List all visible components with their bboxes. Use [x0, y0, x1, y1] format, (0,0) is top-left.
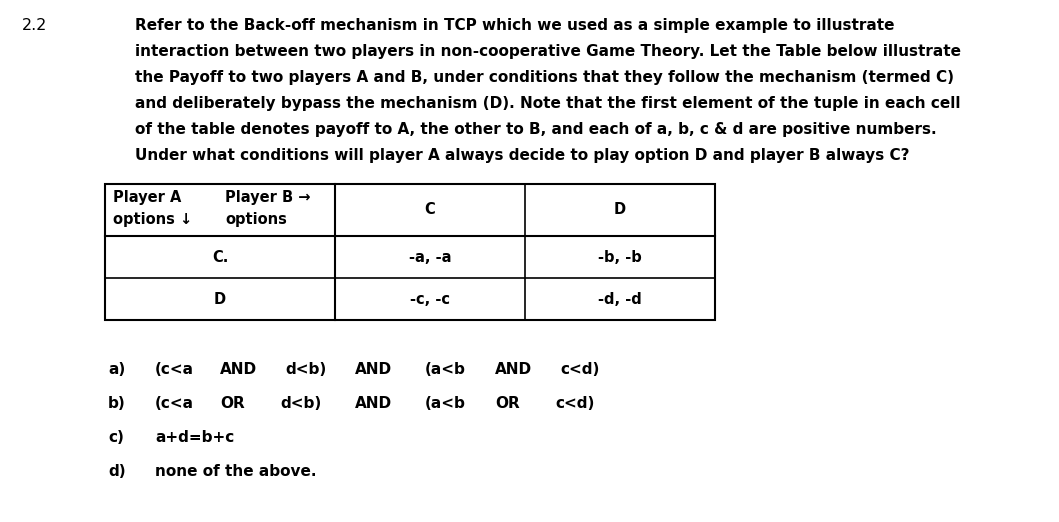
- Text: D: D: [614, 203, 626, 218]
- Text: interaction between two players in non-cooperative Game Theory. Let the Table be: interaction between two players in non-c…: [134, 44, 961, 59]
- Text: C.: C.: [212, 250, 228, 265]
- Text: of the table denotes payoff to A, the other to B, and each of a, b, c & d are po: of the table denotes payoff to A, the ot…: [134, 122, 936, 137]
- Text: d<b): d<b): [285, 362, 326, 377]
- Text: -c, -c: -c, -c: [410, 291, 450, 306]
- Text: (a<b: (a<b: [425, 396, 466, 411]
- Text: D: D: [214, 291, 226, 306]
- Text: a): a): [108, 362, 125, 377]
- Text: -d, -d: -d, -d: [598, 291, 642, 306]
- Text: a+d=b+c: a+d=b+c: [155, 430, 234, 445]
- Text: AND: AND: [355, 396, 392, 411]
- Text: c): c): [108, 430, 124, 445]
- Text: options: options: [225, 212, 287, 227]
- Text: Player B →: Player B →: [225, 190, 310, 205]
- Text: AND: AND: [355, 362, 392, 377]
- Text: -b, -b: -b, -b: [598, 250, 642, 265]
- Text: C: C: [425, 203, 435, 218]
- Text: and deliberately bypass the mechanism (D). Note that the first element of the tu: and deliberately bypass the mechanism (D…: [134, 96, 961, 111]
- Bar: [105, 184, 715, 320]
- Text: options ↓: options ↓: [113, 212, 193, 227]
- Text: none of the above.: none of the above.: [155, 464, 317, 479]
- Text: c<d): c<d): [555, 396, 594, 411]
- Text: OR: OR: [495, 396, 520, 411]
- Text: (c<a: (c<a: [155, 396, 194, 411]
- Text: d<b): d<b): [280, 396, 321, 411]
- Text: b): b): [108, 396, 126, 411]
- Text: (a<b: (a<b: [425, 362, 466, 377]
- Text: d): d): [108, 464, 126, 479]
- Text: OR: OR: [220, 396, 245, 411]
- Text: Player A: Player A: [113, 190, 181, 205]
- Text: c<d): c<d): [560, 362, 599, 377]
- Text: AND: AND: [220, 362, 257, 377]
- Text: Under what conditions will player A always decide to play option D and player B : Under what conditions will player A alwa…: [134, 148, 910, 163]
- Text: Refer to the Back-off mechanism in TCP which we used as a simple example to illu: Refer to the Back-off mechanism in TCP w…: [134, 18, 895, 33]
- Text: (c<a: (c<a: [155, 362, 194, 377]
- Text: -a, -a: -a, -a: [409, 250, 451, 265]
- Text: 2.2: 2.2: [22, 18, 48, 33]
- Text: AND: AND: [495, 362, 532, 377]
- Text: the Payoff to two players A and B, under conditions that they follow the mechani: the Payoff to two players A and B, under…: [134, 70, 954, 85]
